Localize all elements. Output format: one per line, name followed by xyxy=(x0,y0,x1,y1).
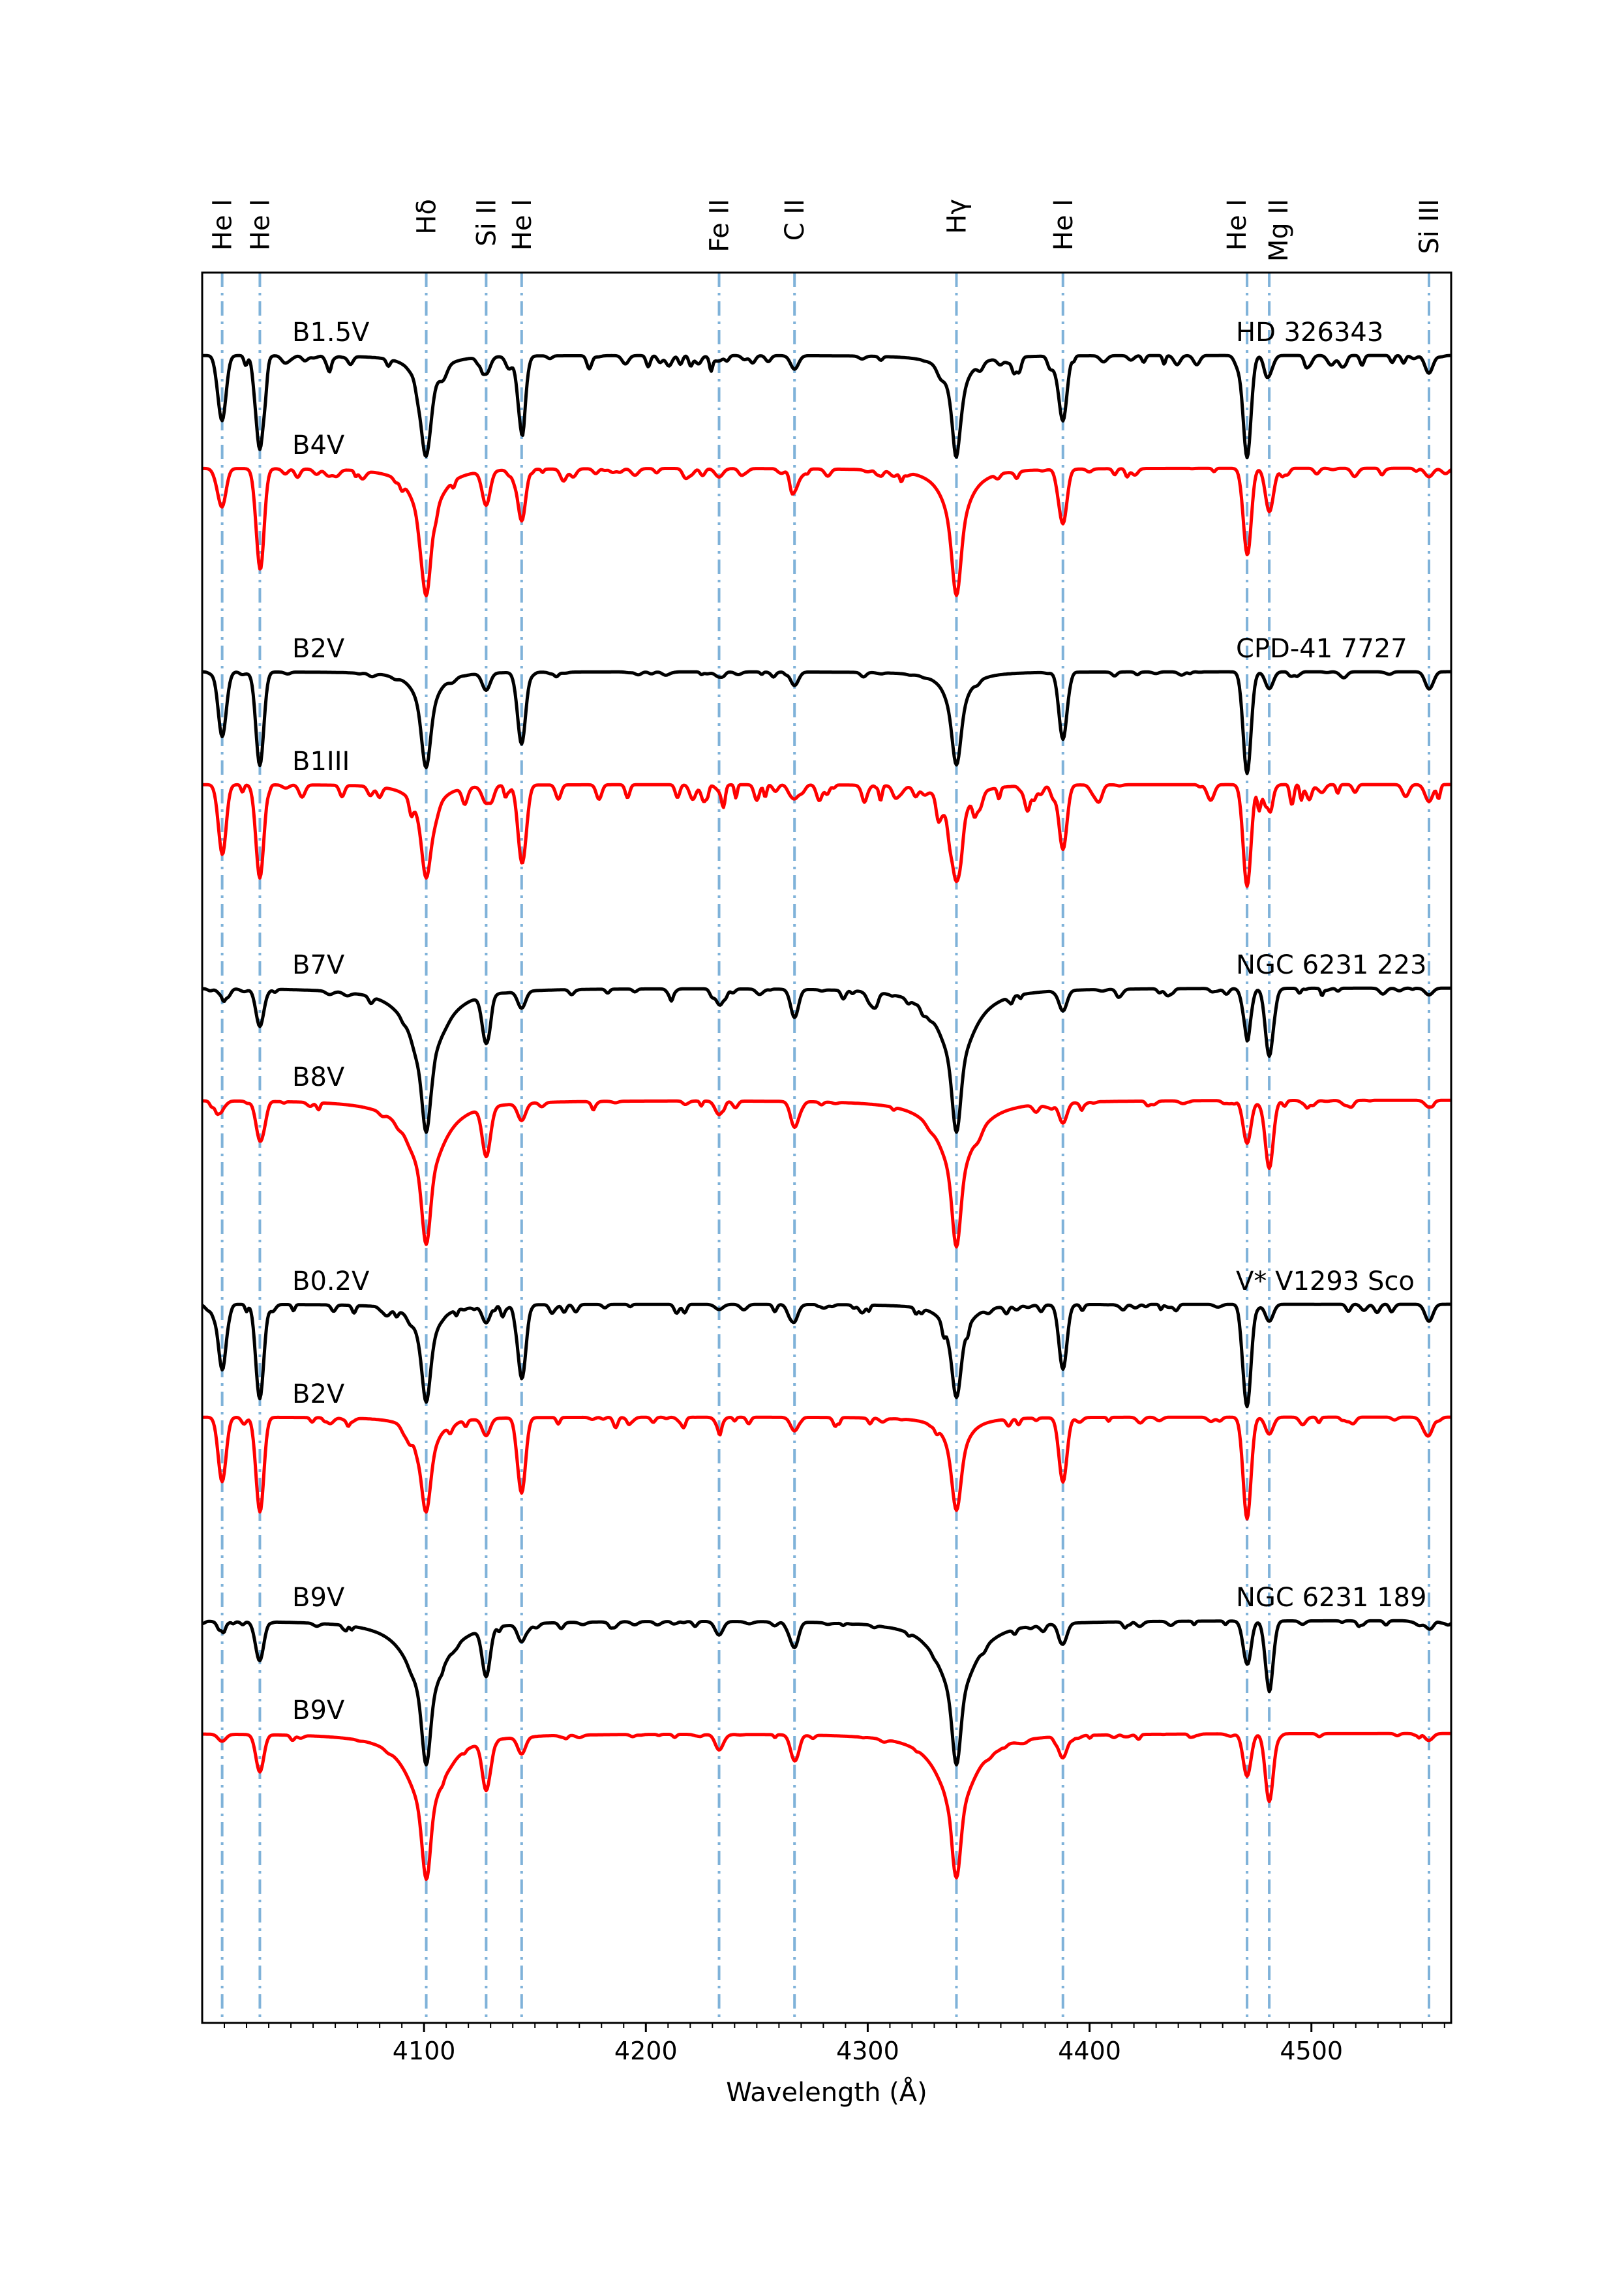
line-label: Si II xyxy=(472,199,502,247)
line-label: Hγ xyxy=(942,199,972,234)
x-tick-label: 4400 xyxy=(1058,2037,1121,2065)
spectra-layer xyxy=(201,353,1452,1881)
line-label: He I xyxy=(1049,199,1079,250)
star-name-label: NGC 6231 189 xyxy=(1236,1583,1426,1613)
template-spectrum xyxy=(202,1731,1452,1881)
template-type-label: B4V xyxy=(292,430,345,460)
x-tick-label: 4200 xyxy=(614,2037,678,2065)
template-type-label: B9V xyxy=(292,1696,345,1726)
template-spectrum xyxy=(202,1098,1452,1249)
star-name-label: V* V1293 Sco xyxy=(1236,1266,1415,1296)
template-type-label: B1III xyxy=(292,747,350,777)
observed-type-label: B0.2V xyxy=(292,1266,370,1296)
template-spectrum xyxy=(202,1415,1452,1521)
x-tick-label: 4100 xyxy=(393,2037,456,2065)
x-axis-label: Wavelength (Å) xyxy=(726,2076,927,2108)
template-spectrum xyxy=(202,466,1452,597)
line-label: He I xyxy=(245,199,275,250)
line-label: He I xyxy=(1222,199,1252,250)
x-tick-label: 4300 xyxy=(836,2037,899,2065)
observed-type-label: B2V xyxy=(292,634,345,664)
observed-spectrum xyxy=(202,353,1452,460)
line-label: C II xyxy=(780,199,810,241)
observed-type-label: B1.5V xyxy=(292,318,370,348)
x-axis: 4100 4200 4300 4400 4500 xyxy=(224,2023,1445,2065)
line-label: Fe II xyxy=(705,199,735,252)
template-type-label: B2V xyxy=(292,1379,345,1409)
star-name-label: HD 326343 xyxy=(1236,318,1383,348)
star-name-label: CPD-41 7727 xyxy=(1236,634,1407,664)
observed-spectrum xyxy=(202,986,1452,1134)
line-label: He I xyxy=(208,199,238,250)
template-type-label: B8V xyxy=(292,1062,345,1092)
label-layer: He I He I Hδ Si II He I Fe II C II Hγ He I He I Mg… xyxy=(208,199,1445,1726)
line-label: Si III xyxy=(1415,199,1445,254)
observed-spectrum xyxy=(201,1302,1452,1409)
observed-type-label: B7V xyxy=(292,950,345,980)
plot-frame xyxy=(201,271,1452,2024)
observed-spectrum xyxy=(202,1619,1452,1767)
x-tick-label: 4500 xyxy=(1280,2037,1343,2065)
observed-spectrum xyxy=(202,670,1452,775)
line-marker-layer xyxy=(220,273,1430,2023)
line-label: He I xyxy=(507,199,537,250)
template-spectrum xyxy=(202,783,1452,888)
observed-type-label: B9V xyxy=(292,1583,345,1613)
star-name-label: NGC 6231 223 xyxy=(1236,950,1426,980)
line-label: Mg II xyxy=(1264,199,1294,262)
line-label: Hδ xyxy=(412,199,442,235)
